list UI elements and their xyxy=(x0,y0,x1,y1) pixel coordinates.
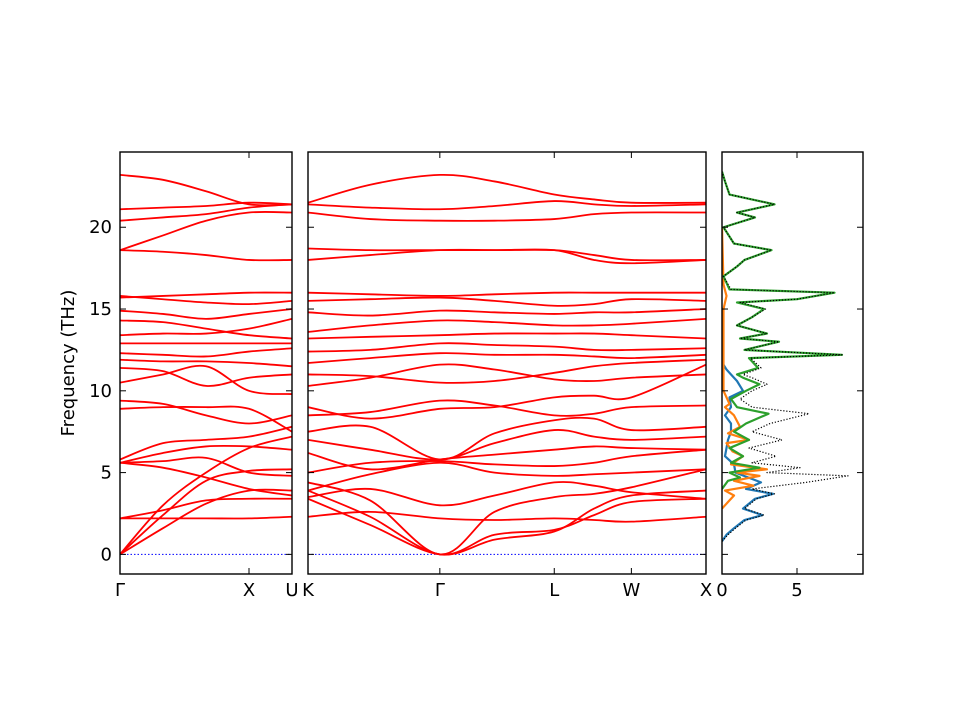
y-tick-label: 5 xyxy=(101,463,112,484)
phonon-branch-15 xyxy=(120,347,292,358)
x-tick-label: K xyxy=(302,580,315,601)
phonon-branch-22 xyxy=(308,248,706,262)
phonon-branch-17 xyxy=(120,317,292,337)
phonon-branch-3 xyxy=(308,468,706,556)
phonon-branch-12 xyxy=(308,363,706,420)
phonon-branch-5 xyxy=(308,481,706,507)
phonon-branch-24 xyxy=(120,203,292,222)
phonon-branch-4 xyxy=(308,510,706,523)
x-tick-label: X xyxy=(243,580,255,601)
phonon-branch-26 xyxy=(308,173,706,204)
phonon-branch-9 xyxy=(120,425,292,461)
x-tick-label: Γ xyxy=(115,580,125,601)
y-tick-label: 10 xyxy=(89,381,112,402)
x-tick-label: X xyxy=(700,580,712,601)
phonon-branch-15 xyxy=(308,352,706,364)
x-tick-label: W xyxy=(622,580,640,601)
phonon-branch-18 xyxy=(120,319,292,340)
phonon-branch-3 xyxy=(120,435,292,555)
phonon-branch-7 xyxy=(120,444,292,464)
phonon-branch-11 xyxy=(120,399,292,425)
phonon-branch-14 xyxy=(120,358,292,368)
phonon-branch-10 xyxy=(308,416,706,461)
phonon-branch-4 xyxy=(120,515,292,520)
plot-area xyxy=(120,174,292,556)
phonon-branch-10 xyxy=(120,405,292,433)
phonon-branch-20 xyxy=(308,296,706,307)
x-tick-label: U xyxy=(285,580,298,601)
axes-frame xyxy=(307,151,707,575)
phonon-branch-8 xyxy=(308,445,706,471)
phonon-branch-2 xyxy=(308,489,706,556)
phonon-branch-5 xyxy=(120,497,292,520)
y-tick-label: 0 xyxy=(101,544,112,565)
dos-curve-4 xyxy=(722,171,849,542)
phonon-branch-23 xyxy=(120,211,292,251)
phonon-branch-18 xyxy=(308,317,706,333)
phonon-branch-1 xyxy=(308,489,706,556)
phonon-branch-19 xyxy=(308,308,706,317)
phonon-branch-9 xyxy=(308,429,706,461)
phonon-branch-20 xyxy=(120,291,292,299)
dos-curve-1 xyxy=(722,357,775,542)
phonon-branch-19 xyxy=(120,308,292,320)
phonon-branch-25 xyxy=(308,200,706,211)
phonon-branch-26 xyxy=(120,174,292,207)
x-tick-label: Γ xyxy=(435,580,445,601)
axes-frame xyxy=(721,151,864,575)
y-axis-label: Frequency (THz) xyxy=(58,290,79,437)
phonon-branch-12 xyxy=(120,364,292,395)
y-tick-label: 20 xyxy=(89,217,112,238)
band-structure-left-panel: 0 5 10 15 20 Γ X U xyxy=(89,151,299,601)
phonon-branch-21 xyxy=(120,295,292,306)
phonon-branch-1 xyxy=(120,488,292,556)
x-tick-label: L xyxy=(549,580,559,601)
plot-area xyxy=(722,171,849,542)
phonon-branch-6 xyxy=(308,461,706,492)
axes-frame xyxy=(119,151,293,575)
phonon-branch-14 xyxy=(308,358,706,384)
phonon-branch-25 xyxy=(120,201,292,211)
dos-curve-2 xyxy=(722,227,769,510)
phonon-branch-11 xyxy=(308,399,706,417)
phonon-branch-23 xyxy=(308,247,706,265)
x-tick-label: 0 xyxy=(716,580,727,601)
phonon-branch-21 xyxy=(308,291,706,297)
phonon-branch-16 xyxy=(308,342,706,353)
phonon-branch-2 xyxy=(120,468,292,556)
phonon-branch-24 xyxy=(308,211,706,222)
y-tick-label: 15 xyxy=(89,299,112,320)
phonon-branch-7 xyxy=(308,448,706,474)
phonon-branch-13 xyxy=(120,367,292,387)
phonon-branch-8 xyxy=(120,456,292,477)
phonon-branch-22 xyxy=(120,249,292,262)
x-tick-label: 5 xyxy=(791,580,802,601)
phonon-branch-17 xyxy=(308,332,706,340)
phonon-branch-6 xyxy=(120,461,292,497)
plot-area xyxy=(308,173,706,556)
